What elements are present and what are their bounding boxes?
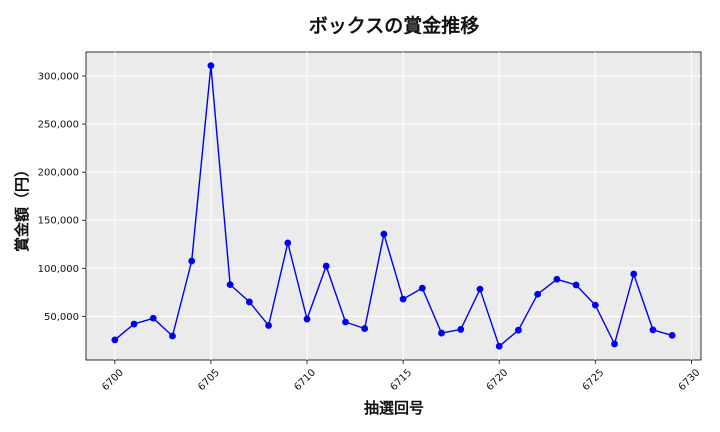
y-axis-ticks: 50,000 100,000 150,000 200,000 250,000 300,00…: [38, 72, 86, 323]
series-line: [114, 65, 673, 348]
data-point: [284, 239, 292, 247]
data-point: [245, 298, 253, 306]
data-point: [515, 326, 522, 334]
data-point: [611, 340, 618, 348]
data-point: [207, 62, 215, 70]
grid: [86, 52, 701, 360]
data-point: [188, 257, 196, 265]
y-tick-label: 300,000: [38, 72, 79, 83]
data-point: [169, 332, 176, 340]
data-point: [630, 270, 638, 278]
y-tick-label: 150,000: [38, 216, 79, 227]
data-point: [226, 281, 234, 289]
x-tick-label: 6700: [100, 367, 126, 393]
x-tick-label: 6725: [581, 367, 607, 393]
data-point: [322, 262, 330, 270]
y-tick-label: 50,000: [44, 312, 79, 323]
data-point: [495, 342, 503, 350]
data-point: [361, 325, 369, 332]
data-point: [380, 230, 388, 238]
data-point: [303, 315, 311, 323]
data-point: [418, 284, 426, 292]
data-point: [476, 285, 484, 293]
y-tick-label: 250,000: [38, 120, 79, 131]
y-tick-label: 100,000: [38, 264, 79, 275]
series-path: [114, 65, 673, 348]
data-point: [668, 331, 676, 339]
x-tick-label: 6710: [292, 367, 318, 393]
y-tick-label: 200,000: [38, 168, 79, 179]
data-point: [591, 301, 599, 309]
data-point: [111, 336, 119, 344]
x-axis-label: 抽選回号: [364, 399, 424, 417]
x-tick-label: 6720: [485, 367, 511, 393]
data-point: [130, 320, 138, 328]
data-point: [649, 326, 657, 334]
data-point: [438, 329, 445, 337]
x-tick-label: 6715: [388, 367, 414, 393]
y-axis-label: 賞金額（円）: [13, 162, 31, 252]
data-point: [534, 290, 542, 298]
data-point: [149, 314, 157, 322]
chart-title: ボックスの賞金推移: [309, 14, 479, 37]
data-point: [553, 275, 561, 283]
data-point: [399, 295, 407, 303]
data-point: [342, 318, 349, 326]
x-tick-label: 6705: [196, 367, 222, 393]
x-axis-ticks: 6700 6705 6710 6715 6720 6725 6730: [100, 360, 703, 393]
x-tick-label: 6730: [677, 367, 703, 393]
data-point: [265, 322, 272, 329]
data-point: [457, 326, 465, 333]
plot-area: [85, 51, 702, 361]
series-points: [111, 62, 676, 350]
data-point: [572, 281, 580, 289]
